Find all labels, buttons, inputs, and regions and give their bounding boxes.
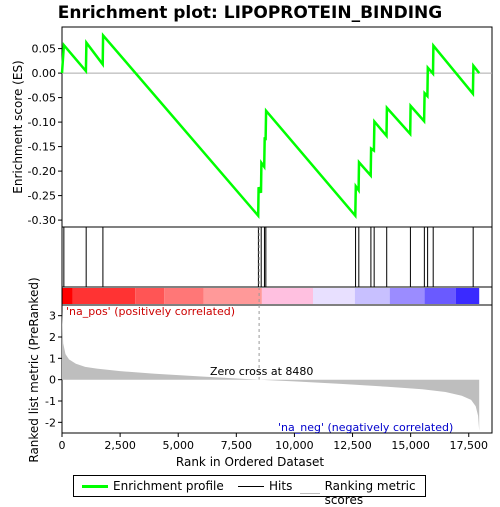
es-y-tick-label: -0.05 [28,92,56,105]
x-tick-label: 15,000 [391,439,430,452]
es-y-tick-label: -0.20 [28,165,56,178]
x-axis-label: Rank in Ordered Dataset [176,455,324,469]
rank-y-tick-label: 2 [49,331,56,344]
legend-line-gray [300,492,320,494]
legend-line-green [82,484,108,488]
heatbar-segment [72,288,136,304]
es-y-tick-label: -0.10 [28,116,56,129]
ranking-panel-frame [61,304,493,434]
ranking-y-axis-label: Ranked list metric (PreRanked) [27,277,41,462]
x-tick-label: 7,500 [221,439,253,452]
es-y-tick-label: -0.25 [28,190,56,203]
enrichment-profile-line [60,32,481,220]
legend-item-hits: Hits [238,479,292,493]
heatbar-segment [203,288,262,304]
heatbar-segment [164,288,204,304]
hits-panel-frame [61,226,493,288]
heatbar-segment [455,288,480,304]
heatbar-segment [424,288,456,304]
heatbar-segment [62,288,73,304]
rank-y-tick-label: -1 [45,395,56,408]
heatbar-segment [389,288,425,304]
zero-cross-label: Zero cross at 8480 [210,365,313,378]
rank-y-tick-label: -2 [45,416,56,429]
x-tick-label: 0 [59,439,66,452]
neg-correlated-label: 'na_neg' (negatively correlated) [278,421,453,434]
legend-label: Hits [269,479,293,493]
rank-y-tick-label: 3 [49,310,56,323]
es-y-tick-label: -0.30 [28,214,56,227]
x-tick-label: 12,500 [333,439,372,452]
legend-label: Ranking metric scores [324,479,416,507]
heatbar-segment [135,288,165,304]
es-y-tick-label: -0.15 [28,141,56,154]
es-panel-frame [61,26,493,228]
es-y-tick-label: 0.05 [32,43,57,56]
es-y-axis-label: Enrichment score (ES) [11,60,25,193]
x-tick-label: 17,500 [450,439,489,452]
heatbar-segment [354,288,390,304]
pos-correlated-label: 'na_pos' (positively correlated) [66,305,235,318]
es-y-tick-label: 0.00 [32,67,57,80]
legend-label: Enrichment profile [113,479,224,493]
legend: Enrichment profile Hits Ranking metric s… [73,475,426,507]
rank-y-tick-label: 1 [49,352,56,365]
x-tick-label: 2,500 [104,439,136,452]
x-tick-label: 10,000 [275,439,314,452]
legend-item-enrichment-profile: Enrichment profile [82,479,224,493]
legend-item-ranking-metric: Ranking metric scores [300,479,425,507]
rank-y-tick-label: 0 [49,374,56,387]
heatbar-segment [261,288,314,304]
chart-title: Enrichment plot: LIPOPROTEIN_BINDING [58,3,442,23]
legend-line-black [238,485,264,487]
x-tick-label: 5,000 [162,439,194,452]
heatbar-segment [313,288,355,304]
